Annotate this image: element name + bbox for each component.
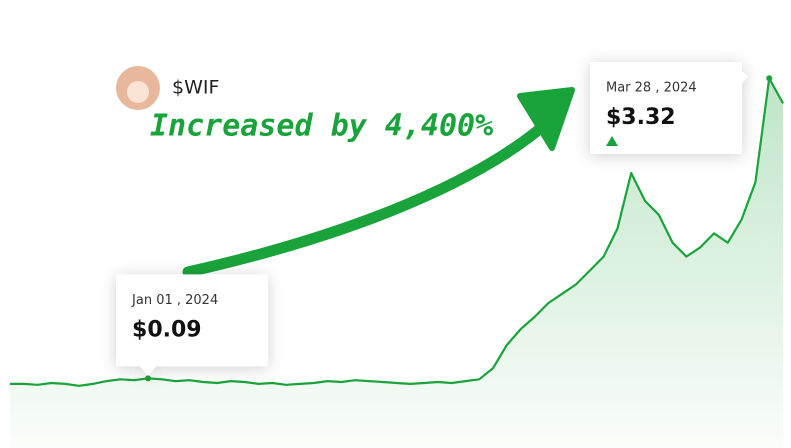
avatar-face bbox=[127, 81, 149, 103]
callout-point bbox=[145, 375, 152, 382]
tooltip-pointer bbox=[740, 70, 748, 86]
tooltip-box bbox=[116, 274, 269, 367]
tooltip-value: $0.09 bbox=[132, 317, 202, 342]
tooltip-pointer bbox=[140, 366, 157, 376]
callout-point bbox=[766, 75, 773, 82]
token-name: $WIF bbox=[172, 77, 219, 99]
tooltip bbox=[116, 274, 269, 376]
tooltip-box bbox=[590, 62, 742, 154]
tooltip-date: Mar 28 , 2024 bbox=[606, 81, 697, 96]
area-fill bbox=[10, 78, 783, 448]
tooltip bbox=[590, 62, 748, 154]
tooltip-date: Jan 01 , 2024 bbox=[131, 293, 218, 308]
tooltip-value: $3.32 bbox=[606, 105, 676, 130]
arrow-head bbox=[517, 87, 575, 151]
callouts: Jan 01 , 2024 $0.09 Mar 28 , 2024 $3.32 bbox=[116, 62, 773, 382]
up-indicator bbox=[606, 136, 618, 146]
plot bbox=[10, 77, 784, 448]
growth-arrow bbox=[182, 116, 554, 278]
price-line bbox=[10, 77, 784, 387]
annotation: Increased by 4,400% bbox=[150, 109, 493, 144]
